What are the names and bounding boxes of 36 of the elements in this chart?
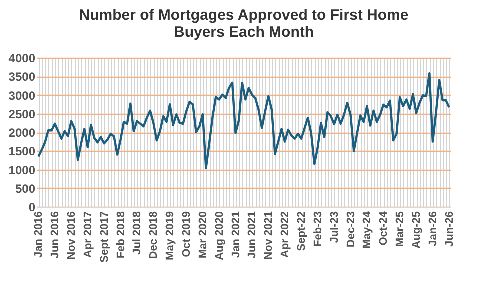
x-tick-label: Nov 2016 (66, 212, 78, 260)
x-tick-label: May 2019 (164, 212, 177, 260)
x-tick-label: Aug-25 (411, 212, 423, 249)
x-tick-label: Apr 2017 (82, 212, 94, 258)
y-tick-label: 3500 (8, 70, 36, 84)
x-tick-label: Feb-23 (312, 212, 324, 247)
y-tick-label: 3000 (8, 88, 36, 103)
x-tick-label: Jun 2016 (50, 212, 62, 259)
x-tick-label: Dec 2018 (148, 212, 160, 260)
x-tick-label: Jan 2016 (33, 212, 46, 258)
y-tick-label: 1500 (8, 144, 36, 159)
x-tick-label: Jul 2018 (132, 212, 144, 255)
y-tick-label: 1000 (8, 163, 36, 178)
x-tick-label: Jun 2021 (246, 212, 259, 259)
x-tick-label: Feb 2018 (115, 212, 128, 259)
x-tick-label: Sept-22 (296, 212, 308, 252)
x-tick-label: Oct 2019 (181, 212, 193, 258)
y-tick-label: 4000 (8, 52, 36, 66)
chart-title: Number of Mortgages Approved to First Home Buyers Each Month (79, 7, 409, 41)
line-series (38, 72, 450, 170)
x-tick-label: Jun-26 (444, 212, 456, 247)
x-tick-label: Jan 2021 (230, 212, 242, 258)
x-tick-label: Dec-23 (345, 212, 358, 248)
x-tick-label: Apr 2022 (280, 212, 292, 258)
x-tick-label: May-24 (362, 210, 374, 249)
x-tick-label: Mar 2020 (197, 212, 210, 259)
x-tick-label: Sept 2017 (98, 212, 111, 263)
x-tick-label: Jul-23 (328, 212, 341, 244)
x-tick-label: Oct-24 (378, 210, 390, 246)
y-tick-label: 2500 (8, 107, 36, 122)
x-tick-label: Nov 2021 (263, 212, 276, 260)
y-tick-label: 500 (15, 182, 36, 196)
x-tick-label: Mar-25 (394, 212, 407, 247)
y-tick-label: 2000 (8, 126, 36, 140)
x-tick-label: Aug 2020 (214, 212, 226, 260)
x-tick-label: Jan-26 (427, 212, 440, 246)
